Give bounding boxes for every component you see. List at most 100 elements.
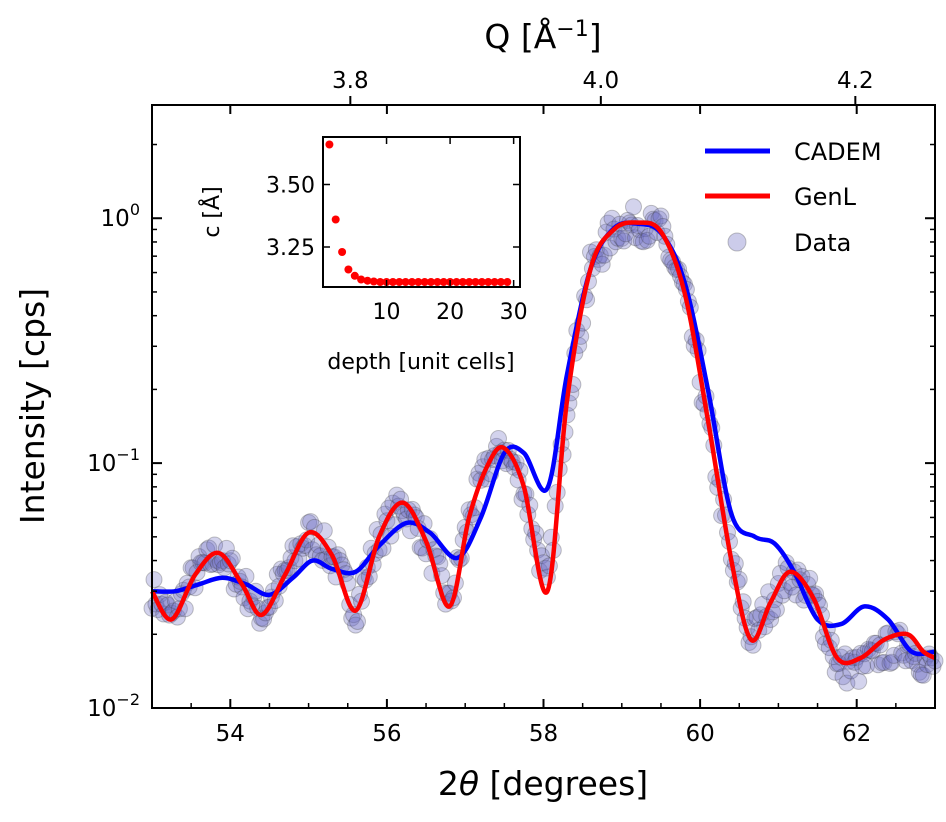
data-point — [613, 229, 631, 247]
inset-point — [439, 278, 448, 286]
inset-point — [344, 265, 353, 274]
data-point — [912, 666, 930, 684]
inset-point — [490, 278, 499, 286]
y-tick-label: 100 — [101, 200, 140, 232]
inset-point — [401, 278, 410, 286]
data-point — [601, 239, 619, 257]
data-point — [908, 655, 926, 673]
data-point — [873, 654, 891, 672]
data-point — [652, 207, 670, 225]
data-point — [881, 654, 899, 672]
x-axis-title: 2θ [degrees] — [438, 764, 648, 803]
legend-cadem-label: CADEM — [794, 138, 882, 166]
y-tick-label: 10−1 — [87, 445, 140, 477]
legend-data-label: Data — [794, 229, 851, 257]
inset-point — [395, 278, 404, 286]
inset-point — [458, 278, 467, 286]
inset-point — [350, 271, 359, 280]
data-point — [826, 663, 844, 681]
data-point — [210, 556, 228, 574]
inset-background — [323, 137, 520, 287]
data-point — [885, 646, 903, 664]
data-point — [883, 653, 901, 671]
x-tick-label: 54 — [216, 721, 245, 747]
inset-y-tick-label: 3.50 — [266, 174, 315, 199]
top-tick-label: 4.0 — [583, 68, 620, 94]
inset-point — [503, 278, 512, 286]
inset-point — [363, 276, 372, 285]
inset-y-label: c [Å] — [198, 186, 225, 237]
inset-point — [388, 278, 397, 286]
top-axis-title: Q [Å−1] — [484, 16, 601, 56]
data-point — [347, 616, 365, 634]
legend-genl-label: GenL — [794, 183, 857, 211]
x-tick-label: 58 — [529, 721, 558, 747]
inset-point — [465, 278, 474, 286]
data-point — [640, 227, 658, 245]
data-point — [304, 541, 321, 559]
data-point — [858, 657, 875, 675]
inset-point — [325, 140, 334, 149]
series-layer — [150, 220, 937, 666]
inset-point — [420, 278, 429, 286]
data-point — [627, 229, 644, 247]
data-point — [617, 225, 635, 243]
x-tick-label: 62 — [842, 721, 871, 747]
legend-data-marker — [727, 232, 747, 252]
inset-x-tick-label: 10 — [373, 300, 401, 325]
data-point — [895, 646, 913, 664]
inset-point — [357, 275, 366, 284]
inset-x-tick-label: 20 — [436, 300, 464, 325]
inset-axes: 10 20 30 3.25 3.50 — [266, 137, 528, 325]
series-line-genl — [150, 220, 937, 666]
top-tick-label: 3.8 — [332, 68, 369, 94]
data-point — [875, 653, 893, 671]
data-point — [625, 198, 642, 216]
data-point — [850, 672, 868, 690]
inset-point — [408, 278, 416, 286]
data-point — [834, 668, 852, 686]
data-point — [634, 233, 652, 251]
data-point — [615, 232, 633, 250]
inset-point — [452, 278, 461, 286]
inset-point — [414, 278, 423, 286]
inset-y-tick-label: 3.25 — [266, 236, 315, 261]
axes-layer: 54 56 58 60 62 3.8 4.0 4.2 10−2 10−1 100 — [87, 68, 936, 747]
data-point — [744, 636, 762, 654]
data-point — [609, 229, 627, 247]
inset-point — [484, 278, 493, 286]
inset-point — [369, 277, 378, 286]
x-tick-label: 56 — [372, 721, 401, 747]
data-point — [893, 644, 911, 662]
inset-x-label: depth [unit cells] — [327, 350, 514, 375]
inset-point — [427, 278, 435, 286]
legend: CADEM GenL Data — [705, 138, 882, 257]
data-point — [638, 231, 656, 249]
data-point — [302, 513, 320, 531]
inset-point — [376, 278, 385, 286]
y-axis-title: Intensity [cps] — [13, 288, 52, 524]
data-point — [607, 233, 625, 251]
inset-plot: 10 20 30 3.25 3.50 depth [unit cells] c [Å] — [198, 136, 528, 375]
data-point — [897, 652, 915, 670]
inset-point — [477, 278, 486, 286]
data-point — [910, 663, 928, 681]
inset-points — [325, 140, 512, 286]
data-point — [838, 674, 856, 692]
inset-point — [496, 278, 505, 286]
top-tick-label: 4.2 — [837, 68, 874, 94]
inset-frame — [322, 136, 521, 288]
inset-point — [331, 215, 340, 224]
data-point — [145, 571, 163, 589]
data-point — [869, 656, 887, 674]
inset-point — [338, 248, 347, 256]
inset-point — [471, 278, 480, 286]
data-point — [349, 613, 366, 630]
x-tick-label: 60 — [685, 721, 714, 747]
data-point — [603, 209, 621, 227]
y-tick-label: 10−2 — [87, 690, 140, 722]
inset-point — [433, 278, 442, 286]
inset-x-tick-label: 30 — [500, 300, 528, 325]
data-point — [914, 666, 932, 684]
